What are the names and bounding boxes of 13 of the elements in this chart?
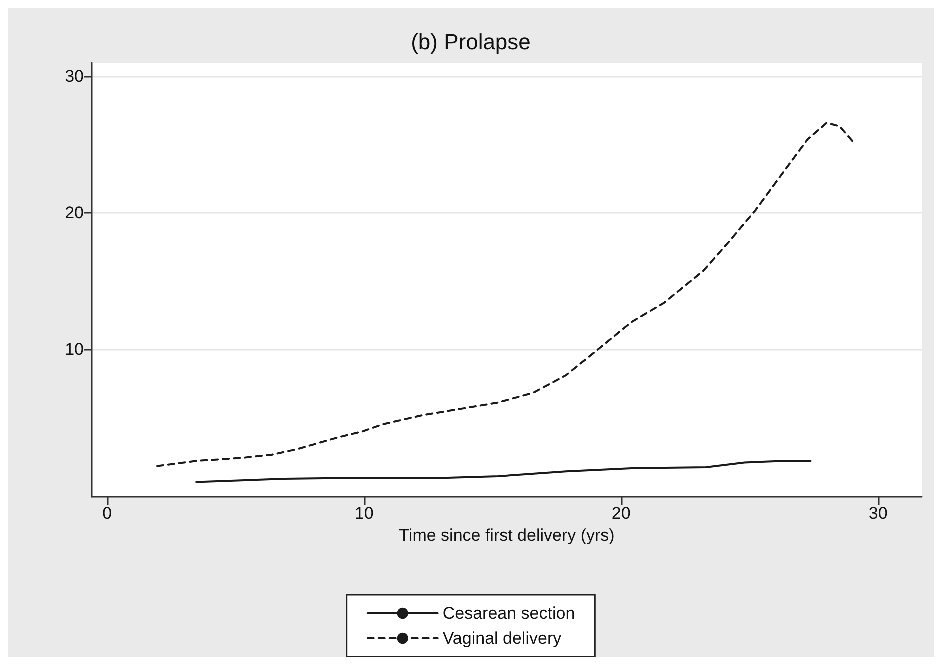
line-series bbox=[156, 122, 856, 468]
x-axis-title: Time since first delivery (yrs) bbox=[399, 526, 615, 545]
x-tick-label: 30 bbox=[868, 504, 888, 523]
x-tick-label: 10 bbox=[354, 504, 374, 523]
line-series bbox=[196, 460, 812, 484]
legend-label: Cesarean section bbox=[442, 604, 576, 623]
y-tick-label: 10 bbox=[65, 340, 84, 360]
x-tick-label: 20 bbox=[612, 504, 631, 523]
chart-title: (b) Prolapse bbox=[411, 30, 531, 54]
x-tick-label: 0 bbox=[102, 504, 112, 523]
y-tick-label: 20 bbox=[65, 204, 84, 223]
y-tick-label: 30 bbox=[65, 67, 84, 86]
legend-label: Vaginal delivery bbox=[442, 629, 562, 648]
